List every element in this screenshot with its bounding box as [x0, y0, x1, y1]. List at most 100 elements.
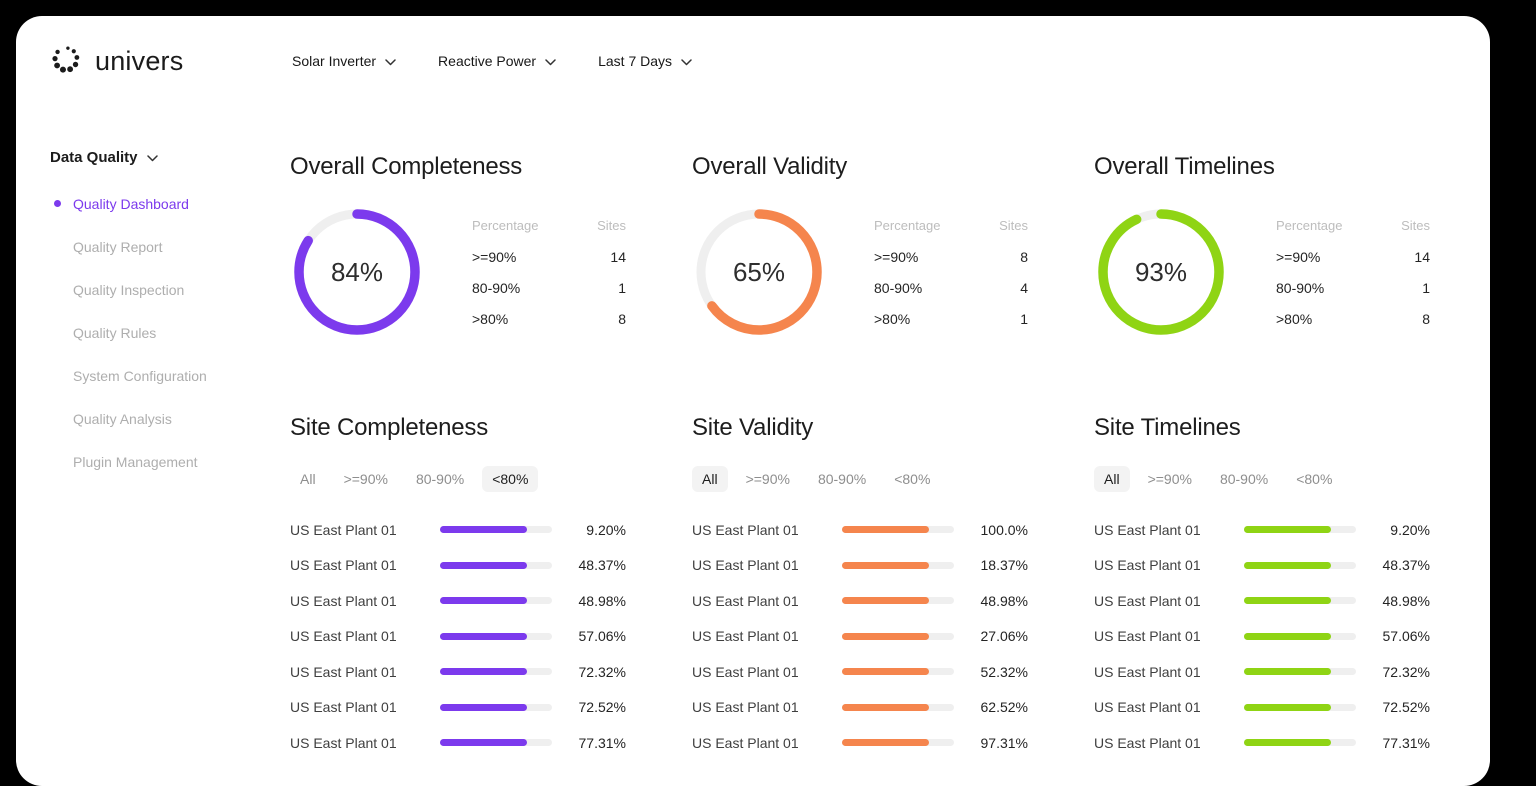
col-header-percentage: Percentage: [1276, 218, 1343, 233]
filter-dropdown-reactive-power[interactable]: Reactive Power: [438, 53, 556, 69]
site-row: US East Plant 01 52.32%: [692, 654, 1028, 690]
site-row: US East Plant 01 62.52%: [692, 690, 1028, 726]
progress-bar-track: [1244, 739, 1356, 747]
overview-title: Overall Timelines: [1094, 153, 1275, 180]
site-percent-value: 62.52%: [980, 699, 1028, 716]
progress-bar-fill: [440, 561, 528, 569]
sidebar-group-data-quality[interactable]: Data Quality: [50, 149, 290, 166]
site-name-label: US East Plant 01: [1094, 663, 1201, 680]
sidebar-group-label: Data Quality: [50, 149, 138, 166]
filter-tab-80-90[interactable]: 80-90%: [406, 466, 474, 492]
sidebar-item-plugin-management[interactable]: Plugin Management: [50, 440, 290, 483]
progress-bar-fill: [1244, 632, 1332, 640]
donut-percent-label: 93%: [1134, 256, 1188, 287]
site-row: US East Plant 01 57.06%: [1094, 619, 1430, 655]
filter-tab-80-90[interactable]: 80-90%: [808, 466, 876, 492]
sidebar-item-label: System Configuration: [73, 367, 207, 384]
filter-tab-80-90[interactable]: 80-90%: [1210, 466, 1278, 492]
sites-count: 14: [610, 248, 626, 265]
donut-breakdown-table: Percentage Sites >=90% 14 80-90% 1 >80% 8: [472, 210, 626, 334]
sites-count: 8: [1422, 310, 1430, 327]
range-label: >80%: [874, 310, 911, 327]
site-name-label: US East Plant 01: [1094, 734, 1201, 751]
site-name-label: US East Plant 01: [290, 628, 397, 645]
filter-tab-all[interactable]: All: [692, 466, 728, 492]
site-name-label: US East Plant 01: [1094, 521, 1201, 538]
site-percent-value: 9.20%: [1390, 521, 1430, 538]
site-row: US East Plant 01 9.20%: [1094, 512, 1430, 548]
chevron-down-icon: [681, 53, 692, 69]
site-row: US East Plant 01 27.06%: [692, 619, 1028, 655]
filter-tab-90[interactable]: >=90%: [1138, 466, 1202, 492]
content-layout: Data Quality Quality Dashboard Quality Re…: [50, 77, 1490, 761]
sidebar-item-label: Quality Inspection: [73, 281, 185, 298]
site-name-label: US East Plant 01: [692, 699, 799, 716]
donut-breakdown-table: Percentage Sites >=90% 14 80-90% 1 >80% 8: [1276, 210, 1430, 334]
progress-bar-fill: [440, 739, 528, 747]
range-label: >80%: [1276, 310, 1313, 327]
filter-tab-80[interactable]: <80%: [1286, 466, 1342, 492]
filter-tab-80[interactable]: <80%: [884, 466, 940, 492]
overview-card-overall-timelines: Overall Timelines 93% Percentage Sites >=90%…: [1094, 151, 1430, 339]
site-name-label: US East Plant 01: [290, 699, 397, 716]
brand-wordmark: univers: [95, 45, 184, 76]
progress-bar-track: [440, 526, 552, 534]
site-name-label: US East Plant 01: [692, 521, 799, 538]
progress-bar-fill: [440, 703, 528, 711]
filter-tab-80[interactable]: <80%: [482, 466, 539, 492]
filter-tab-all[interactable]: All: [290, 466, 326, 492]
active-dot-icon: [54, 200, 61, 207]
site-card-site-completeness: Site Completeness All >=90% 80-90% <80% US Ea…: [290, 412, 626, 761]
filter-dropdown-last-7-days[interactable]: Last 7 Days: [598, 53, 692, 69]
site-percent-value: 72.32%: [1382, 663, 1430, 680]
table-row: >=90% 8: [874, 241, 1028, 272]
filter-tab-90[interactable]: >=90%: [334, 466, 398, 492]
col-header-percentage: Percentage: [472, 218, 539, 233]
sites-count: 8: [618, 310, 626, 327]
site-percent-value: 48.98%: [1382, 592, 1430, 609]
sidebar-item-quality-rules[interactable]: Quality Rules: [50, 311, 290, 354]
progress-bar-fill: [842, 597, 930, 605]
filter-tab-all[interactable]: All: [1094, 466, 1130, 492]
progress-bar-track: [1244, 668, 1356, 676]
range-label: >=90%: [874, 248, 919, 265]
site-filter-tabs: All >=90% 80-90% <80%: [692, 466, 1028, 492]
site-name-label: US East Plant 01: [692, 663, 799, 680]
progress-bar-track: [842, 668, 954, 676]
sites-count: 1: [1422, 279, 1430, 296]
site-row: US East Plant 01 72.52%: [290, 690, 626, 726]
global-filter-bar: Solar Inverter Reactive Power Last 7 Days: [292, 53, 692, 69]
sites-count: 8: [1020, 248, 1028, 265]
site-percent-value: 77.31%: [578, 734, 626, 751]
range-label: 80-90%: [874, 279, 923, 296]
sidebar-item-quality-inspection[interactable]: Quality Inspection: [50, 268, 290, 311]
site-title: Site Completeness: [290, 414, 489, 441]
table-header-row: Percentage Sites: [874, 210, 1028, 241]
site-row: US East Plant 01 100.0%: [692, 512, 1028, 548]
filter-dropdown-label: Solar Inverter: [292, 53, 377, 69]
site-row: US East Plant 01 72.32%: [290, 654, 626, 690]
sidebar: Data Quality Quality Dashboard Quality Re…: [50, 77, 290, 761]
progress-bar-fill: [842, 668, 930, 676]
progress-bar-track: [842, 632, 954, 640]
filter-dropdown-solar-inverter[interactable]: Solar Inverter: [292, 53, 396, 69]
sidebar-menu: Quality Dashboard Quality Report Quality I…: [50, 182, 290, 483]
site-row-list: US East Plant 01 9.20% US East Plant 01 48.…: [1094, 512, 1430, 761]
site-name-label: US East Plant 01: [1094, 699, 1201, 716]
site-card-site-timelines: Site Timelines All >=90% 80-90% <80% US East …: [1094, 412, 1430, 761]
site-percent-value: 57.06%: [578, 628, 626, 645]
site-row: US East Plant 01 48.98%: [290, 583, 626, 619]
sidebar-item-label: Quality Dashboard: [73, 195, 189, 212]
donut-chart: 93%: [1094, 205, 1228, 339]
sidebar-item-quality-analysis[interactable]: Quality Analysis: [50, 397, 290, 440]
sidebar-item-quality-report[interactable]: Quality Report: [50, 225, 290, 268]
sidebar-item-label: Plugin Management: [73, 453, 198, 470]
table-row: 80-90% 1: [472, 272, 626, 303]
progress-bar-track: [1244, 632, 1356, 640]
filter-tab-90[interactable]: >=90%: [736, 466, 800, 492]
main-content: Overall Completeness 84% Percentage Sites >=…: [290, 77, 1490, 761]
progress-bar-fill: [440, 597, 528, 605]
sidebar-item-system-configuration[interactable]: System Configuration: [50, 354, 290, 397]
sidebar-item-quality-dashboard[interactable]: Quality Dashboard: [50, 182, 290, 225]
progress-bar-track: [1244, 561, 1356, 569]
